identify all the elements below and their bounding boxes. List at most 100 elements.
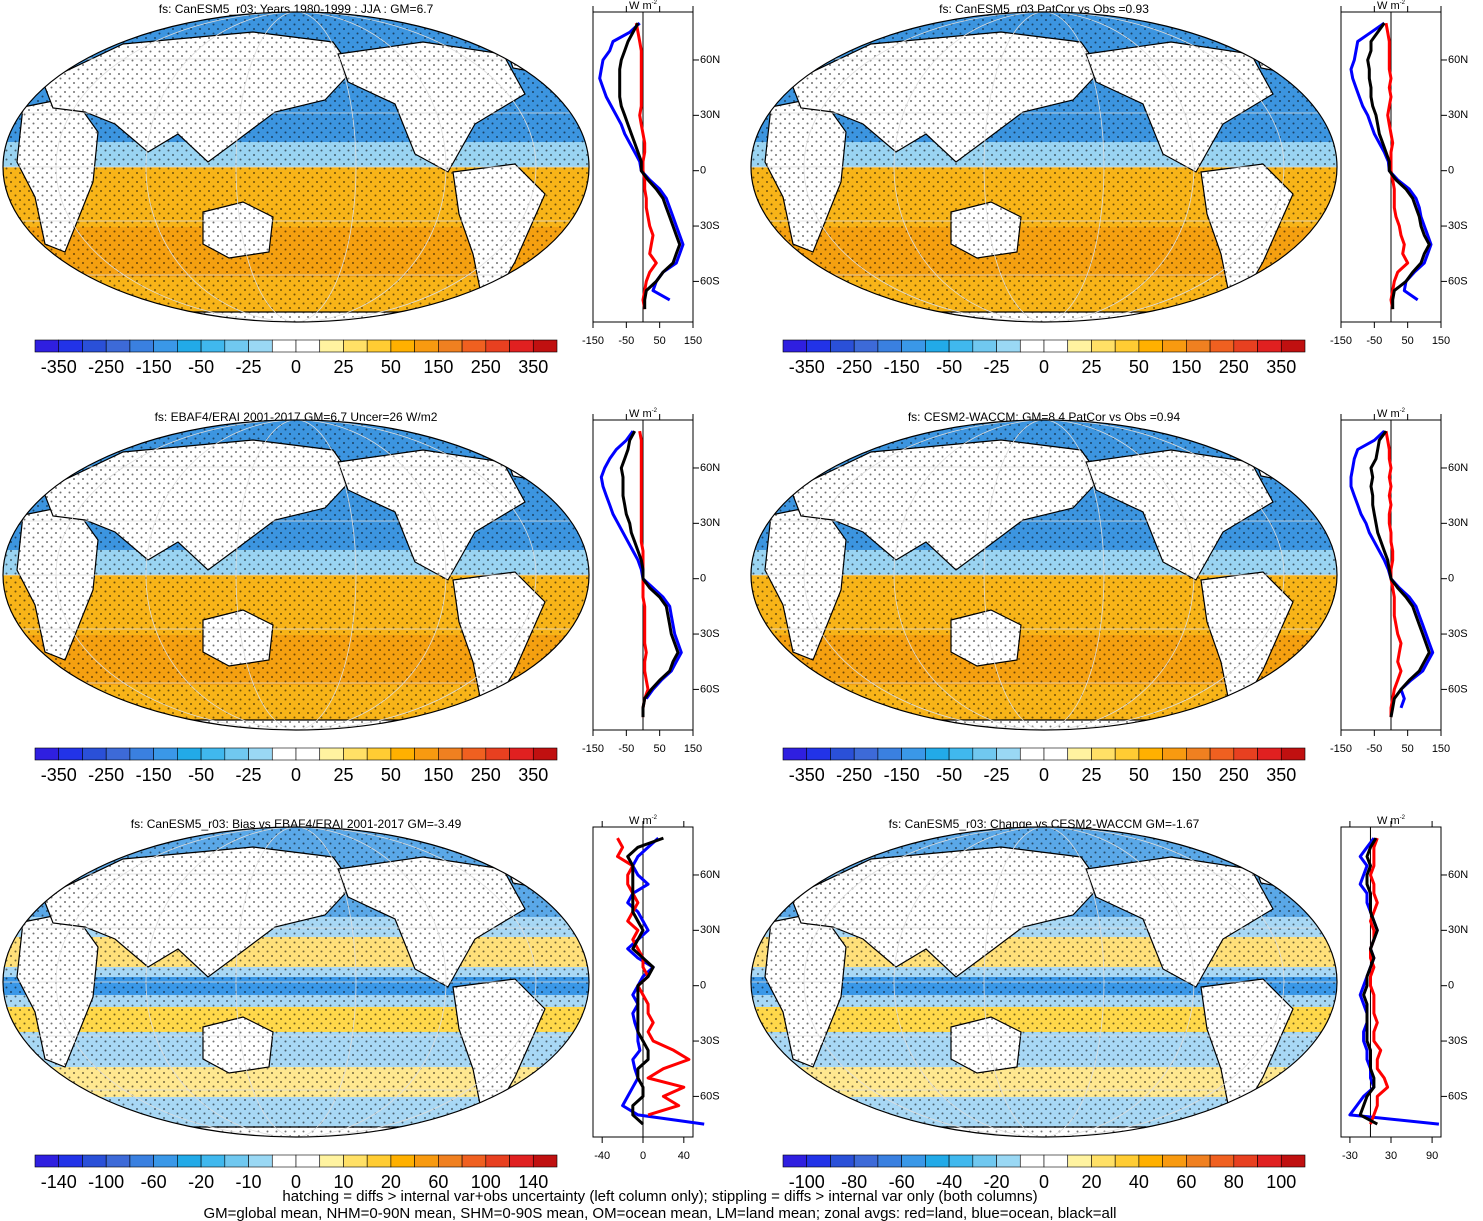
colorbar-box: [177, 747, 202, 761]
colorbar-label: -350: [789, 765, 825, 785]
colorbar-box: [1209, 747, 1235, 761]
colorbar-box: [461, 747, 487, 761]
colorbar-box: [1233, 747, 1258, 761]
colorbar-label: 250: [1219, 357, 1249, 377]
colorbar-box: [366, 747, 392, 761]
y-tick-label: 30N: [700, 109, 720, 121]
meridian: [145, 827, 447, 1137]
colorbar-label: 150: [423, 357, 453, 377]
y-tick-label: 60N: [1448, 462, 1468, 474]
unit-base: W m: [1377, 408, 1400, 420]
colorbar-box: [509, 339, 534, 353]
colorbar-box: [532, 1154, 558, 1168]
unit-exp: -2: [652, 408, 658, 414]
unit-label: W m-2: [629, 815, 658, 827]
x-tick-label: 30: [1385, 1150, 1397, 1162]
panel-title: fs: CanESM5_r03: Bias vs EBAF4/ERAI 2001…: [131, 817, 462, 831]
colorbar-box: [532, 747, 558, 761]
y-tick-label: 30N: [1448, 109, 1468, 121]
colorbar-box: [1280, 747, 1306, 761]
colorbar-label: 10: [333, 1172, 353, 1192]
unit-exp: -2: [652, 0, 658, 6]
y-tick-label: 60S: [700, 1090, 720, 1102]
footer-line: hatching = diffs > internal var+obs unce…: [282, 1188, 1037, 1205]
colorbar-box: [1209, 1154, 1235, 1168]
colorbar-box: [34, 339, 60, 353]
colorbar-box: [343, 747, 368, 761]
map: [3, 420, 589, 730]
colorbar-label: 150: [1171, 765, 1201, 785]
colorbar-box: [200, 1154, 226, 1168]
zonal-line: [598, 21, 685, 302]
colorbar-box: [1257, 1154, 1282, 1168]
y-tick-label: 60N: [700, 54, 720, 66]
y-tick-label: 60S: [1448, 275, 1468, 287]
unit-base: W m: [629, 815, 652, 827]
panel-title: fs: CanESM5_r03: Change vs CESM2-WACCM G…: [889, 817, 1200, 831]
colorbar-label: -40: [936, 1172, 962, 1192]
colorbar-box: [806, 339, 831, 353]
colorbar-label: -150: [136, 357, 172, 377]
y-tick-label: 30S: [700, 220, 720, 232]
x-tick-label: -50: [618, 335, 634, 347]
y-tick-label: 0: [700, 980, 706, 992]
colorbar-label: -20: [984, 1172, 1010, 1192]
colorbar-box: [177, 1154, 202, 1168]
colorbar-label: 50: [381, 765, 401, 785]
footer-line: GM=global mean, NHM=0-90N mean, SHM=0-90…: [203, 1205, 1116, 1221]
colorbar-box: [1162, 1154, 1187, 1168]
x-tick-label: -150: [1330, 335, 1352, 347]
colorbar-label: -50: [936, 765, 962, 785]
panel-title: fs: CanESM5_r03 PatCor vs Obs =0.93: [939, 2, 1149, 16]
zonal-line: [1369, 837, 1390, 1125]
meridian: [235, 827, 357, 1137]
colorbar-label: -250: [836, 765, 872, 785]
meridian: [893, 827, 1195, 1137]
colorbar-box: [485, 747, 510, 761]
colorbar-label: 40: [1129, 1172, 1149, 1192]
colorbar-box: [948, 1154, 974, 1168]
meridian: [235, 420, 357, 730]
x-tick-label: 90: [1426, 1150, 1438, 1162]
colorbar-label: 0: [291, 357, 301, 377]
colorbar-label: 100: [471, 1172, 501, 1192]
y-tick-label: 30S: [1448, 1035, 1468, 1047]
colorbar-box: [1091, 1154, 1116, 1168]
colorbar-box: [996, 339, 1021, 353]
colorbar-label: 60: [1176, 1172, 1196, 1192]
colorbar-box: [1280, 1154, 1306, 1168]
meridian: [145, 12, 447, 322]
y-tick-label: 0: [1448, 980, 1454, 992]
unit-label: W m-2: [629, 408, 658, 420]
meridian: [235, 12, 357, 322]
x-tick-label: 40: [678, 1150, 690, 1162]
colorbar-box: [319, 339, 344, 353]
colorbar-box: [319, 1154, 344, 1168]
colorbar-box: [248, 747, 273, 761]
colorbar-label: -25: [984, 357, 1010, 377]
colorbar-label: 80: [1224, 1172, 1244, 1192]
unit-label: W m-2: [1377, 0, 1406, 12]
colorbar-box: [1233, 1154, 1258, 1168]
colorbar-box: [224, 339, 249, 353]
colorbar-label: 25: [333, 357, 353, 377]
colorbar-box: [248, 1154, 273, 1168]
colorbar-label: 350: [1266, 357, 1296, 377]
colorbar-box: [366, 339, 392, 353]
y-tick-label: 30N: [700, 517, 720, 529]
stippling: [751, 827, 1337, 1137]
colorbar-label: -150: [884, 357, 920, 377]
colorbar-box: [925, 1154, 950, 1168]
map: [751, 827, 1337, 1137]
colorbar-box: [1186, 339, 1211, 353]
colorbar-box: [129, 747, 154, 761]
colorbar-label: -150: [884, 765, 920, 785]
colorbar-box: [390, 747, 415, 761]
colorbar-label: -250: [88, 357, 124, 377]
colorbar-box: [319, 747, 344, 761]
colorbar-label: 50: [1129, 357, 1149, 377]
colorbar-box: [58, 339, 83, 353]
map-border: [750, 826, 1338, 1138]
meridian: [983, 827, 1105, 1137]
